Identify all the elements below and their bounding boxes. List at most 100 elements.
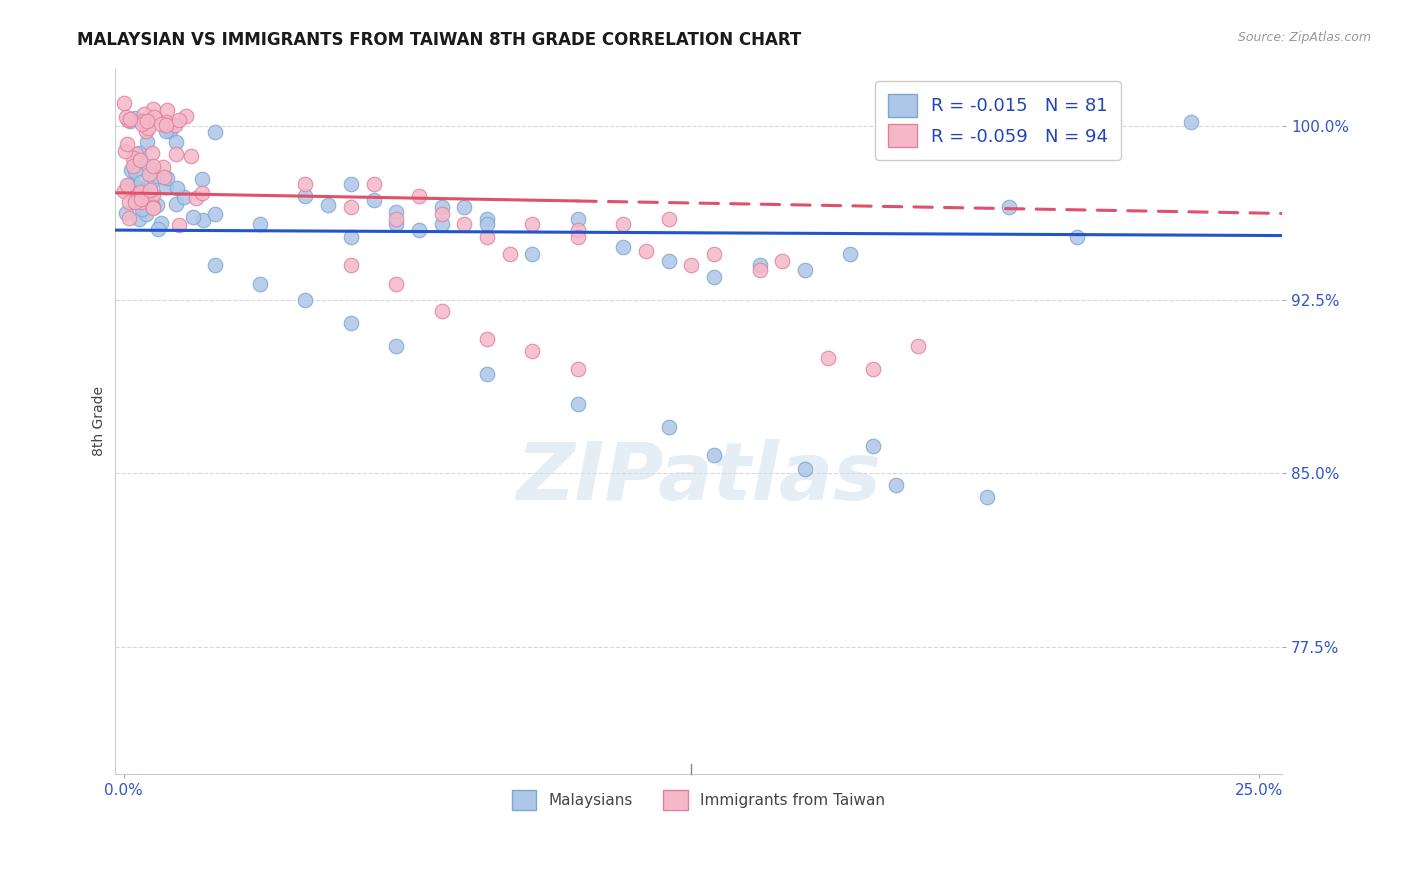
Point <box>132 113 155 128</box>
Point <box>115 178 138 192</box>
Point <box>129 194 152 209</box>
Point <box>184 191 207 205</box>
Point <box>115 206 138 220</box>
Point <box>118 113 141 128</box>
Point <box>191 186 214 201</box>
Point <box>204 258 226 272</box>
Point <box>612 217 634 231</box>
Point <box>862 439 884 453</box>
Point <box>193 213 215 227</box>
Point <box>658 253 681 268</box>
Point <box>884 478 907 492</box>
Point <box>794 262 817 277</box>
Point <box>142 110 165 124</box>
Point <box>794 461 817 475</box>
Point <box>294 188 316 202</box>
Point <box>748 262 770 277</box>
Point <box>124 194 146 209</box>
Point <box>173 189 195 203</box>
Point <box>156 103 179 117</box>
Point <box>125 147 148 161</box>
Point <box>142 188 165 202</box>
Point <box>159 123 181 137</box>
Point <box>681 258 703 272</box>
Point <box>453 200 475 214</box>
Point <box>408 223 430 237</box>
Point <box>316 198 339 212</box>
Point <box>155 179 177 194</box>
Point <box>430 200 453 214</box>
Point <box>430 217 453 231</box>
Point <box>567 230 589 244</box>
Point <box>115 110 138 124</box>
Point <box>748 258 770 272</box>
Point <box>136 120 159 135</box>
Point <box>475 332 498 346</box>
Point <box>166 180 188 194</box>
Point <box>118 211 141 225</box>
Y-axis label: 8th Grade: 8th Grade <box>93 386 107 457</box>
Point <box>385 277 408 291</box>
Point <box>183 211 205 225</box>
Point <box>127 189 149 203</box>
Point <box>191 172 214 186</box>
Point <box>634 244 657 259</box>
Point <box>167 112 190 127</box>
Point <box>658 211 681 226</box>
Point <box>139 183 162 197</box>
Point <box>138 193 160 207</box>
Point <box>115 136 138 151</box>
Point <box>165 147 187 161</box>
Point <box>567 211 589 226</box>
Point <box>129 175 152 189</box>
Point <box>522 246 544 260</box>
Point <box>998 200 1021 214</box>
Point <box>1180 114 1202 128</box>
Point <box>567 362 589 376</box>
Point <box>131 202 153 216</box>
Point <box>120 162 142 177</box>
Point <box>114 145 136 159</box>
Point <box>142 159 165 173</box>
Point <box>1066 230 1088 244</box>
Point <box>139 176 162 190</box>
Point <box>180 149 202 163</box>
Point <box>118 112 141 127</box>
Point <box>363 177 385 191</box>
Point <box>124 195 146 210</box>
Point <box>408 188 430 202</box>
Point <box>340 230 363 244</box>
Point <box>385 211 408 226</box>
Point <box>136 135 159 149</box>
Point <box>141 191 163 205</box>
Legend: Malaysians, Immigrants from Taiwan: Malaysians, Immigrants from Taiwan <box>506 784 891 816</box>
Text: ZIPatlas: ZIPatlas <box>516 439 880 516</box>
Point <box>340 316 363 330</box>
Point <box>127 179 149 194</box>
Point <box>385 205 408 219</box>
Point <box>145 198 167 212</box>
Point <box>430 207 453 221</box>
Point <box>430 304 453 318</box>
Point <box>131 117 153 131</box>
Point <box>146 222 169 236</box>
Point <box>125 180 148 194</box>
Point <box>135 124 157 138</box>
Point <box>907 339 929 353</box>
Point <box>703 448 725 462</box>
Point <box>142 201 165 215</box>
Point <box>475 211 498 226</box>
Point <box>340 200 363 214</box>
Point <box>139 191 162 205</box>
Point <box>135 114 157 128</box>
Point <box>817 351 839 365</box>
Point <box>152 160 174 174</box>
Point <box>294 177 316 191</box>
Point <box>141 197 163 211</box>
Point <box>118 178 141 193</box>
Point <box>522 217 544 231</box>
Point <box>165 136 187 150</box>
Point <box>294 293 316 307</box>
Point <box>703 269 725 284</box>
Point <box>839 246 862 260</box>
